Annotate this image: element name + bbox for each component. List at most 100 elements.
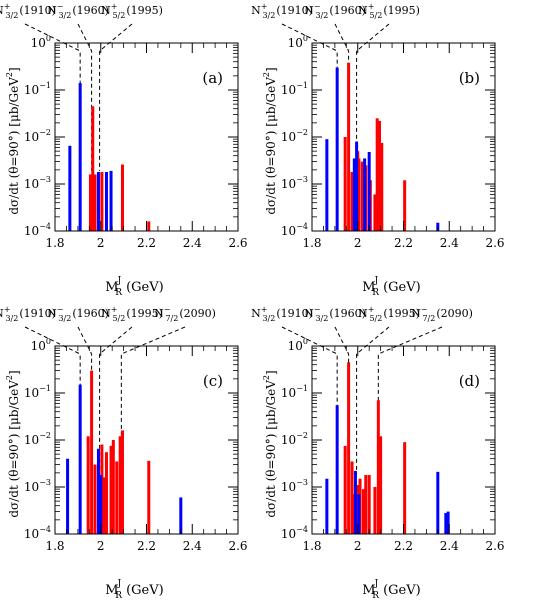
resonance-label: N− 7/2(2090) [411,305,473,323]
resonance-marker-line [356,23,390,171]
bar-blue [96,172,100,231]
bar-red [347,362,351,534]
bar-red [350,461,354,534]
resonance-marker-line [120,326,186,474]
bar-red [91,106,95,231]
bar-blue [325,139,329,231]
x-tick-label: 2.4 [440,236,459,250]
bar-blue [99,475,103,534]
y-tick-label: 100 [31,34,51,50]
bar-red [377,120,381,231]
bar-blue [444,512,448,534]
resonance-marker-line [356,326,390,474]
resonance-label: N− 7/2(2090) [154,305,216,323]
y-tick-label: 10−2 [24,128,51,144]
bar-red [90,370,94,534]
x-tick-label: 1.8 [302,236,321,250]
resonance-label: N+ 5/2(1995) [358,305,420,323]
bar-red [350,172,354,231]
bar-red [403,442,407,534]
bar-red [343,445,347,534]
bar-blue [367,151,371,231]
y-axis-label: dσ/dt (θ=90°) [μb/GeV2] [5,67,21,214]
chart-panel-a: N+3/2(1910)N−3/2(1960)N+5/2(1995) 10−4 10−… [0,2,248,298]
bar-blue [355,141,359,231]
bar-blue [357,494,361,534]
bar-red [102,477,106,534]
bar-red [367,475,371,534]
x-tick-label: 2.4 [183,539,202,553]
bar-blue [335,405,339,534]
bar-blue [179,497,183,534]
bar-blue [68,145,72,231]
y-tick-label: 10−1 [24,384,51,400]
x-axis-label: MJ R (GeV) [105,276,163,298]
bar-blue [109,170,113,231]
y-tick-label: 100 [288,337,308,353]
bar-red [118,436,122,534]
x-tick-label: 1.8 [302,539,321,553]
bar-red [403,180,407,231]
y-tick-label: 10−3 [24,478,51,494]
y-tick-label: 10−1 [24,81,51,97]
bar-red [375,118,379,231]
y-tick-label: 100 [288,34,308,50]
y-tick-label: 10−2 [24,431,51,447]
x-axis-label: MJ R (GeV) [362,276,420,298]
bar-blue [78,83,82,231]
bar-red [361,489,365,534]
y-axis-label: dσ/dt (θ=90°) [μb/GeV2] [262,370,278,517]
bar-blue [446,511,450,534]
panel-tag: (a) [202,69,223,87]
bar-red [115,461,119,534]
x-axis-label: MJ R (GeV) [105,579,163,601]
y-tick-label: 10−4 [281,525,308,541]
bar-red [147,221,151,231]
bar-red [100,172,104,231]
x-tick-label: 2.6 [228,539,247,553]
resonance-label: N+3/2(1910) [251,305,313,323]
panel-tag: (b) [459,69,480,87]
bar-red [347,62,351,232]
y-tick-label: 10−2 [281,431,308,447]
x-tick-label: 2.6 [485,539,504,553]
bar-blue [78,384,82,534]
bar-red [373,194,377,231]
bar-red [120,164,124,231]
bar-red [373,487,377,534]
x-tick-label: 2 [97,539,105,553]
bar-red [109,445,113,534]
y-tick-label: 10−3 [281,175,308,191]
x-tick-label: 2.6 [228,236,247,250]
bar-blue [66,458,70,534]
y-tick-label: 100 [31,337,51,353]
y-tick-label: 10−1 [281,384,308,400]
y-tick-label: 10−1 [281,81,308,97]
chart-panel-c: N+3/2(1910)N−3/2(1960)N+5/2(1995)N−7/2(2… [0,305,248,601]
chart-panel-b: N+ 3/2(1910)N− 3/2(1960)N+ 5/2(1995) 10−4 10−… [251,2,504,298]
resonance-label: N+ 5/2(1995) [358,2,420,20]
bar-red [120,430,124,534]
y-tick-label: 10−4 [24,525,51,541]
bar-red [93,464,97,534]
y-axis-label: dσ/dt (θ=90°) [μb/GeV2] [262,67,278,214]
resonance-label: N+ 5/2(1995) [101,2,163,20]
resonance-marker-line [334,326,350,474]
resonance-label: N− 3/2(1960) [47,305,109,323]
bar-red [380,142,384,231]
bar-blue [325,478,329,534]
bar-blue [353,470,357,534]
bar-blue [96,448,100,534]
x-tick-label: 1.8 [45,236,64,250]
x-tick-label: 2.2 [137,236,156,250]
chart-panel-d: N+ 3/2(1910)N− 3/2(1960)N+ 5/2(1995)N− 7/2(2… [251,305,504,601]
bar-blue [363,158,367,231]
x-tick-label: 2.6 [485,236,504,250]
bar-red [86,436,90,534]
bar-red [93,174,97,231]
panel-tag: (d) [459,372,480,390]
bar-red [364,475,368,534]
x-tick-label: 1.8 [45,539,64,553]
x-tick-label: 2.2 [394,539,413,553]
